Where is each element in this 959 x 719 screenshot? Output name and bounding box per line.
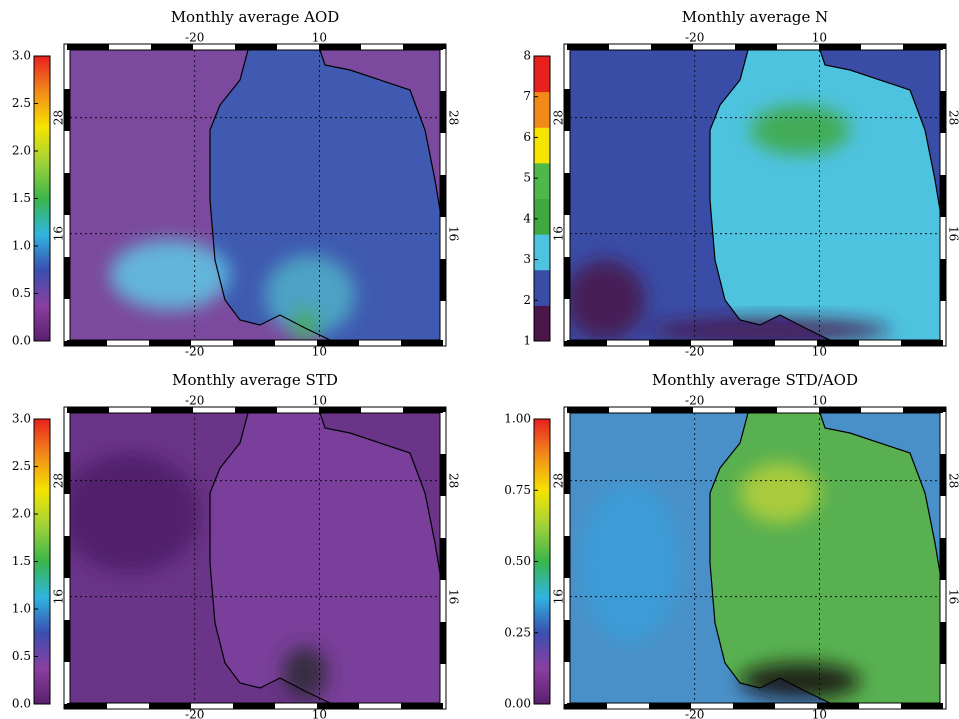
land (210, 413, 440, 703)
colorbar-tick-label: 2.5 (12, 459, 31, 473)
panel: Monthly average STD/AOD-20-2010101616282… (504, 371, 959, 719)
colorbar-tick-label: 0.00 (504, 697, 531, 711)
x-tick-label: 10 (312, 345, 327, 359)
y-tick-label: 28 (552, 473, 566, 488)
panel-title: Monthly average N (682, 8, 829, 26)
field-blob (60, 453, 200, 573)
colorbar-tick-label: 0.50 (504, 554, 531, 568)
colorbar-tick-label: 2.5 (12, 96, 31, 110)
colorbar-tick-label: 6 (523, 130, 531, 144)
x-tick-label: -20 (685, 31, 704, 45)
field-blob (110, 240, 230, 310)
x-tick-label: -20 (185, 345, 204, 359)
x-tick-label: 10 (812, 345, 827, 359)
colorbar-tick-label: 0.75 (504, 483, 531, 497)
colorbar-tick-label: 1.0 (12, 602, 31, 616)
panel: Monthly average STD-20-201010161628280.0… (12, 371, 461, 719)
y-tick-label: 28 (447, 110, 461, 125)
y-tick-label: 28 (52, 473, 66, 488)
map-field (70, 50, 440, 340)
y-tick-label: 16 (447, 589, 461, 604)
y-tick-label: 16 (447, 226, 461, 241)
field-blob (650, 318, 890, 342)
y-tick-label: 28 (447, 473, 461, 488)
colorbar-tick-label: 1.0 (12, 239, 31, 253)
x-tick-label: -20 (685, 394, 704, 408)
colorbar-tick-label: 4 (523, 211, 531, 225)
y-tick-label: 28 (947, 110, 959, 125)
x-tick-label: -20 (685, 345, 704, 359)
field-blob (565, 260, 645, 340)
field-blob (740, 663, 860, 699)
y-tick-label: 16 (947, 589, 959, 604)
colorbar-segment (534, 305, 550, 341)
colorbar-tick-label: 0.0 (12, 334, 31, 348)
y-tick-label: 28 (52, 110, 66, 125)
y-tick-label: 28 (947, 473, 959, 488)
field-blob (293, 310, 317, 340)
colorbar-tick-label: 5 (523, 171, 531, 185)
colorbar-tick-label: 0.0 (12, 697, 31, 711)
colorbar-tick-label: 3.0 (12, 49, 31, 63)
x-tick-label: 10 (312, 31, 327, 45)
colorbar-tick-label: 2.0 (12, 507, 31, 521)
colorbar-tick-label: 0.5 (12, 649, 31, 663)
colorbar-tick-label: 1 (523, 334, 531, 348)
panel-title: Monthly average STD/AOD (652, 371, 858, 389)
field-blob (740, 463, 820, 523)
land (710, 50, 940, 340)
map-field (570, 413, 940, 703)
colorbar-tick-label: 0.5 (12, 286, 31, 300)
colorbar-segment (534, 56, 550, 92)
map-field (565, 50, 940, 342)
panel-title: Monthly average AOD (171, 8, 340, 26)
y-tick-label: 16 (52, 226, 66, 241)
field-blob (750, 105, 850, 155)
x-tick-label: 10 (812, 31, 827, 45)
x-tick-label: -20 (185, 31, 204, 45)
colorbar-tick-label: 7 (523, 89, 531, 103)
colorbar-segment (534, 199, 550, 235)
x-tick-label: 10 (812, 394, 827, 408)
y-tick-label: 16 (52, 589, 66, 604)
colorbar-tick-label: 1.00 (504, 412, 531, 426)
y-tick-label: 16 (552, 226, 566, 241)
y-tick-label: 16 (947, 226, 959, 241)
panel-title: Monthly average STD (172, 371, 338, 389)
panel: Monthly average AOD -20 -20 10 10 16 16 28 28 0.0… (12, 8, 461, 359)
colorbar-tick-label: 0.25 (504, 625, 531, 639)
colorbar-segment (534, 127, 550, 163)
panel: Monthly average N -20 -20 10 10 16 16 28 28 1 2 3 4 5… (523, 8, 959, 359)
colorbar-tick-label: 1.5 (12, 554, 31, 568)
x-tick-label: 10 (312, 394, 327, 408)
colorbar-segment (534, 163, 550, 199)
x-tick-label: -20 (185, 394, 204, 408)
y-tick-label: 16 (552, 589, 566, 604)
colorbar-tick-label: 3.0 (12, 412, 31, 426)
colorbar-tick-label: 2.0 (12, 144, 31, 158)
colorbar-tick-label: 3 (523, 252, 531, 266)
colorbar-tick-label: 2 (523, 293, 531, 307)
figure: Monthly average AOD-20-201010161628280.0… (0, 0, 959, 719)
y-tick-label: 28 (552, 110, 566, 125)
colorbar-segment (534, 234, 550, 270)
colorbar-tick-label: 1.5 (12, 191, 31, 205)
land (710, 413, 940, 703)
colorbar-tick-label: 8 (523, 49, 531, 63)
field-blob (580, 483, 680, 643)
map-field (60, 413, 440, 703)
